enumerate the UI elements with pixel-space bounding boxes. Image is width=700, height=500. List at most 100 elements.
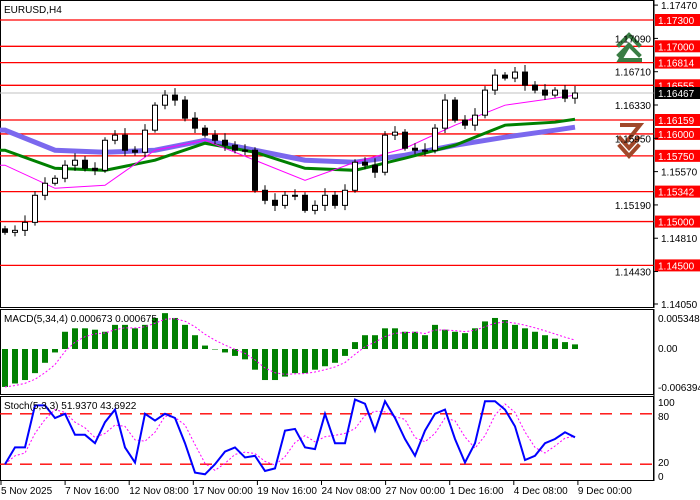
macd-histogram-bar bbox=[502, 320, 508, 349]
bullish-candle bbox=[552, 89, 558, 96]
bearish-candle bbox=[122, 134, 128, 151]
macd-histogram-bar bbox=[112, 324, 118, 349]
macd-histogram-bar bbox=[202, 345, 208, 349]
bearish-candle bbox=[232, 144, 238, 151]
bearish-candle bbox=[202, 127, 208, 136]
time-axis: 5 Nov 2025 7 Nov 16:00 12 Nov 08:00 17 Nov … bbox=[0, 481, 632, 497]
level-price-badge bbox=[655, 40, 700, 53]
macd-histogram-bar bbox=[542, 335, 548, 349]
macd-histogram-bar bbox=[522, 328, 528, 349]
macd-histogram-bar bbox=[342, 349, 348, 356]
bearish-candle bbox=[502, 74, 508, 79]
bearish-candle bbox=[2, 228, 8, 233]
macd-histogram-bar bbox=[182, 324, 188, 349]
bullish-candle bbox=[312, 204, 318, 211]
bearish-candle bbox=[182, 99, 188, 119]
macd-histogram-bar bbox=[412, 331, 418, 349]
price-panel[interactable]: 1.17300 1.17000 1.16814 1.16555 1.16159 1.160… bbox=[0, 0, 700, 311]
macd-histogram-bar bbox=[482, 321, 488, 349]
macd-histogram-bar bbox=[172, 317, 178, 349]
bullish-candle bbox=[282, 194, 288, 206]
bearish-candle bbox=[252, 149, 258, 191]
macd-tick-max: 0.005348 bbox=[658, 314, 700, 325]
macd-histogram-bar bbox=[282, 349, 288, 377]
bearish-candle bbox=[222, 139, 228, 146]
bearish-candle bbox=[362, 161, 368, 166]
bearish-candle bbox=[372, 164, 378, 173]
macd-histogram-bar bbox=[322, 349, 328, 367]
macd-histogram-bar bbox=[472, 328, 478, 349]
stochastic-main-line bbox=[4, 398, 576, 476]
bullish-candle bbox=[482, 89, 488, 116]
bearish-candle bbox=[272, 199, 278, 206]
macd-histogram-bar bbox=[222, 349, 228, 353]
bearish-candle bbox=[542, 89, 548, 96]
macd-histogram-bar bbox=[2, 349, 8, 387]
macd-histogram-bar bbox=[192, 335, 198, 349]
bearish-candle bbox=[532, 84, 538, 91]
macd-tick-zero: 0.00 bbox=[658, 344, 678, 355]
macd-histogram-bar bbox=[272, 349, 278, 381]
moving-average-slow bbox=[0, 124, 576, 165]
bullish-candle bbox=[352, 161, 358, 191]
time-tick-label: 17 Nov 00:00 bbox=[193, 486, 253, 497]
bearish-candle bbox=[462, 119, 468, 126]
moving-average-fast bbox=[0, 94, 576, 189]
bullish-candle bbox=[442, 99, 448, 129]
level-price-label: 1.16000 bbox=[658, 130, 695, 141]
stochastic-label: Stoch(5,3,3) 51.9370 43.6922 bbox=[4, 401, 137, 412]
macd-histogram-bar bbox=[302, 349, 308, 374]
price-tick-label: 1.16710 bbox=[615, 68, 652, 79]
level-price-label: 1.17300 bbox=[658, 16, 695, 27]
bullish-candle bbox=[72, 159, 78, 166]
bullish-candle bbox=[152, 104, 158, 131]
bullish-candle bbox=[292, 194, 298, 197]
macd-histogram-bar bbox=[142, 324, 148, 349]
bullish-candle bbox=[492, 74, 498, 91]
bearish-candle bbox=[332, 194, 338, 206]
time-tick-label: 27 Nov 00:00 bbox=[386, 486, 446, 497]
bullish-candle bbox=[242, 149, 248, 152]
level-price-badge bbox=[655, 215, 700, 228]
bearish-candle bbox=[262, 189, 268, 201]
macd-histogram-bar bbox=[32, 349, 38, 374]
level-price-label: 1.17000 bbox=[658, 42, 695, 53]
bullish-candle bbox=[112, 134, 118, 141]
stochastic-panel[interactable]: Stoch(5,3,3) 51.9370 43.6922 100 80 20 0 bbox=[0, 309, 675, 483]
macd-panel[interactable]: MACD(5,34,4) 0.000673 0.000675 0.005348 … bbox=[0, 309, 700, 395]
stoch-tick-0: 0 bbox=[658, 472, 664, 483]
macd-signal-line bbox=[4, 318, 576, 388]
bullish-candle bbox=[162, 94, 168, 106]
bearish-candle bbox=[452, 99, 458, 121]
macd-histogram-bar bbox=[442, 329, 448, 349]
stoch-tick-20: 20 bbox=[658, 458, 670, 469]
time-tick-label: 12 Nov 08:00 bbox=[129, 486, 189, 497]
macd-histogram-bar bbox=[162, 313, 168, 349]
stoch-tick-100: 100 bbox=[658, 398, 675, 409]
level-price-badge bbox=[655, 149, 700, 162]
bearish-candle bbox=[562, 89, 568, 99]
macd-histogram-bar bbox=[552, 338, 558, 349]
macd-label: MACD(5,34,4) 0.000673 0.000675 bbox=[4, 314, 157, 325]
bullish-candle bbox=[52, 177, 58, 184]
macd-histogram-bar bbox=[462, 333, 468, 349]
price-tick-label: 1.15570 bbox=[661, 168, 698, 179]
macd-tick-min: -0.006394 bbox=[658, 383, 700, 394]
macd-histogram-bar bbox=[572, 344, 578, 349]
macd-histogram-bar bbox=[22, 349, 28, 381]
macd-histogram-bar bbox=[72, 328, 78, 349]
price-tick-label: 1.14050 bbox=[661, 300, 698, 311]
macd-histogram-bar bbox=[12, 349, 18, 384]
macd-histogram-bar bbox=[102, 331, 108, 349]
bearish-candle bbox=[212, 134, 218, 141]
price-tick-label: 1.15950 bbox=[615, 134, 652, 145]
stoch-tick-80: 80 bbox=[658, 412, 670, 423]
macd-histogram-bar bbox=[432, 324, 438, 349]
macd-histogram-bar bbox=[352, 342, 358, 349]
macd-histogram-bar bbox=[422, 335, 428, 349]
level-price-badge bbox=[655, 14, 700, 26]
price-tick-label: 1.14430 bbox=[615, 268, 652, 279]
price-tick-label: 1.15190 bbox=[615, 201, 652, 212]
macd-histogram-bar bbox=[152, 317, 158, 349]
